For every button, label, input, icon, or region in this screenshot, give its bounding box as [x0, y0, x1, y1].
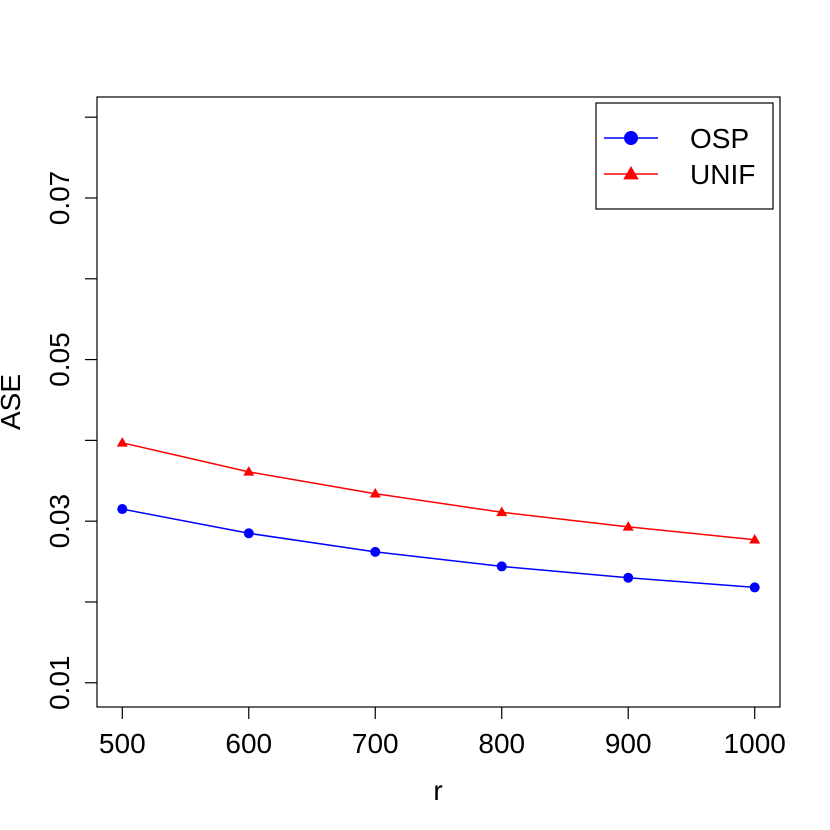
legend: OSP UNIF — [595, 102, 774, 210]
legend-marker-osp — [624, 131, 638, 145]
legend-marker-unif — [623, 166, 639, 180]
plot-frame — [96, 96, 781, 708]
y-axis-title: ASE — [0, 374, 26, 430]
x-axis-title: r — [433, 775, 442, 806]
x-tick-label: 700 — [352, 728, 399, 759]
data-point-unif — [622, 521, 634, 531]
data-point-osp — [749, 582, 760, 593]
data-point-osp — [117, 504, 128, 515]
data-point-osp — [623, 572, 634, 583]
x-tick-label: 1000 — [724, 728, 786, 759]
x-tick-label: 800 — [478, 728, 525, 759]
legend-label-unif: UNIF — [690, 159, 755, 190]
data-point-unif — [243, 466, 255, 476]
x-axis: 500 600 700 800 900 1000 — [99, 707, 786, 759]
y-tick-label: 0.03 — [44, 494, 75, 549]
y-tick-label: 0.07 — [44, 171, 75, 226]
data-point-unif — [116, 437, 128, 447]
series-layer — [116, 437, 761, 593]
series-line-osp — [122, 508, 755, 589]
data-point-unif — [496, 506, 508, 517]
data-point-unif — [749, 534, 761, 544]
data-point-osp — [243, 528, 254, 539]
x-tick-label: 600 — [225, 728, 272, 759]
x-tick-label: 500 — [99, 728, 146, 759]
legend-label-osp: OSP — [690, 123, 749, 154]
data-point-unif — [369, 488, 381, 498]
series-line-unif — [122, 442, 755, 541]
y-tick-label: 0.05 — [44, 332, 75, 387]
data-point-osp — [370, 546, 381, 557]
y-tick-label: 0.01 — [44, 656, 75, 711]
y-axis: 0.01 0.03 0.05 0.07 — [44, 116, 97, 711]
data-point-osp — [496, 561, 507, 572]
x-tick-label: 900 — [605, 728, 652, 759]
legend-box — [595, 102, 774, 210]
